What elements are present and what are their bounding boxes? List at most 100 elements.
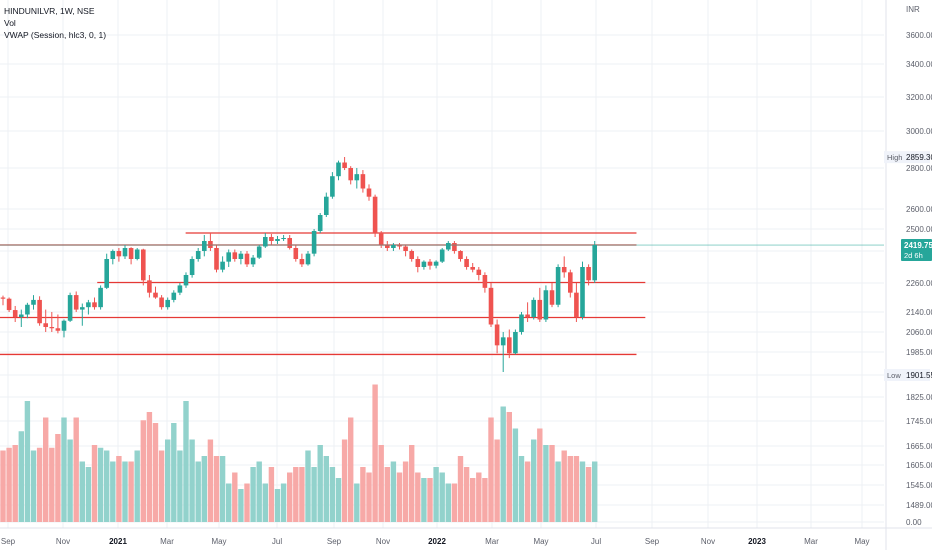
y-tick-label: 3000.00 bbox=[906, 127, 932, 136]
candle bbox=[238, 251, 244, 265]
price-axis[interactable]: INR 3600.00 3400.00 3200.00 3000.00 2800.00 26… bbox=[884, 0, 932, 550]
volume-bar bbox=[207, 439, 214, 522]
candle-body bbox=[305, 253, 311, 265]
candle bbox=[25, 302, 30, 319]
candle bbox=[543, 285, 549, 322]
candle-body bbox=[80, 307, 85, 310]
candle bbox=[452, 241, 457, 254]
candle bbox=[519, 312, 524, 335]
volume-bar bbox=[482, 478, 488, 522]
candle-body bbox=[165, 299, 170, 308]
volume-bar bbox=[122, 461, 128, 522]
candle bbox=[19, 309, 24, 327]
candle bbox=[73, 291, 79, 312]
y-tick-label: 1665.00 bbox=[906, 442, 932, 451]
candle-body bbox=[214, 248, 219, 270]
volume-bar bbox=[165, 439, 171, 522]
candle bbox=[92, 297, 97, 310]
volume-bar bbox=[238, 489, 244, 522]
candle bbox=[574, 283, 579, 322]
candle bbox=[330, 172, 335, 199]
candle-body bbox=[470, 267, 475, 270]
x-tick-label: Mar bbox=[160, 537, 174, 546]
x-tick-label: 2022 bbox=[428, 537, 446, 546]
candle-body bbox=[433, 261, 439, 266]
y-tick-label: 1545.00 bbox=[906, 481, 932, 490]
candle bbox=[256, 245, 262, 259]
candle-body bbox=[403, 246, 408, 251]
volume-bar bbox=[67, 439, 73, 522]
candle bbox=[476, 267, 482, 281]
candle-body bbox=[177, 285, 183, 293]
candle-body bbox=[464, 259, 469, 267]
candle bbox=[446, 241, 451, 251]
candle-body bbox=[574, 292, 579, 317]
volume-bar bbox=[85, 467, 92, 522]
candle-body bbox=[348, 168, 353, 181]
candle-body bbox=[98, 287, 103, 308]
volume-bar bbox=[293, 467, 299, 522]
candle bbox=[6, 297, 12, 312]
volume-bar bbox=[299, 467, 305, 522]
candle-body bbox=[37, 299, 42, 324]
candle bbox=[366, 184, 372, 201]
candle bbox=[220, 256, 225, 273]
x-tick-label: Mar bbox=[485, 537, 499, 546]
candle bbox=[244, 251, 250, 267]
candle bbox=[12, 305, 18, 322]
y-tick-label: 1605.00 bbox=[906, 461, 932, 470]
candle-body bbox=[525, 314, 530, 317]
candle-body bbox=[580, 267, 585, 317]
y-tick-label: 1825.00 bbox=[906, 393, 932, 402]
candle-body bbox=[531, 299, 536, 317]
vwap-indicator-label[interactable]: VWAP (Session, hlc3, 0, 1) bbox=[4, 30, 107, 40]
candle bbox=[165, 297, 170, 310]
volume-bar bbox=[0, 450, 6, 522]
low-label: Low bbox=[887, 371, 901, 380]
volume-bar bbox=[463, 467, 470, 522]
candle bbox=[208, 233, 213, 251]
volume-bar bbox=[396, 472, 403, 522]
candle-body bbox=[488, 287, 494, 325]
y-tick-label: 2140.00 bbox=[906, 308, 932, 317]
candle-body bbox=[0, 297, 6, 299]
y-tick-label: 1745.00 bbox=[906, 417, 932, 426]
volume-bar bbox=[524, 461, 531, 522]
candle-body bbox=[360, 174, 366, 189]
candle bbox=[122, 245, 128, 259]
candle-body bbox=[592, 245, 597, 281]
volume-bar bbox=[329, 467, 336, 522]
candle-body bbox=[458, 251, 463, 259]
candle bbox=[171, 290, 177, 303]
volume-bar bbox=[61, 417, 67, 522]
candle-body bbox=[446, 243, 451, 250]
candle-body bbox=[19, 314, 24, 317]
time-axis[interactable]: Sep Nov 2021 Mar May Jul Sep Nov 2022 Mar May Jul Se… bbox=[0, 527, 932, 546]
volume-bar bbox=[219, 456, 226, 522]
candle bbox=[409, 249, 414, 262]
candle bbox=[281, 235, 286, 241]
volume-bar bbox=[12, 445, 18, 522]
candle-body bbox=[555, 267, 561, 305]
candle-body bbox=[220, 261, 225, 270]
volume-indicator-label[interactable]: Vol bbox=[4, 18, 16, 28]
candle-body bbox=[415, 259, 421, 267]
volume-bar bbox=[152, 423, 159, 522]
candle bbox=[189, 256, 195, 278]
volume-bar bbox=[567, 456, 573, 522]
y-tick-label: 3400.00 bbox=[906, 60, 932, 69]
volume-bar bbox=[146, 412, 153, 522]
last-price-badge bbox=[901, 239, 932, 262]
candle bbox=[147, 275, 152, 298]
candle bbox=[86, 299, 91, 315]
symbol-title[interactable]: HINDUNILVR, 1W, NSE bbox=[4, 6, 95, 16]
y-tick-label: 2600.00 bbox=[906, 205, 932, 214]
candle bbox=[128, 247, 134, 265]
volume-bar bbox=[317, 445, 323, 522]
candle bbox=[183, 272, 189, 288]
volume-bar bbox=[311, 467, 317, 522]
candle bbox=[116, 248, 122, 262]
candle-body bbox=[202, 241, 207, 251]
candle-body bbox=[317, 215, 323, 231]
